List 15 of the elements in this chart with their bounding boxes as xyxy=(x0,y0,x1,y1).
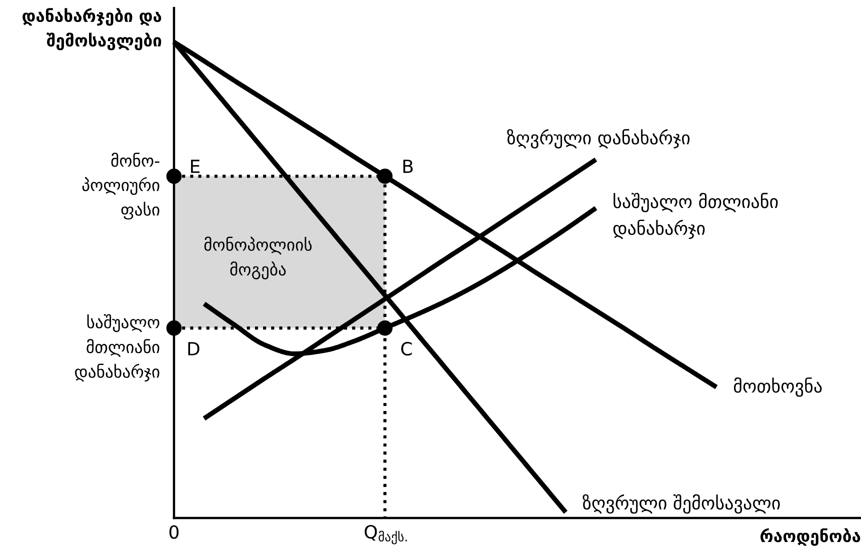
annotation: D xyxy=(188,342,200,356)
annotation: მონოპოლიის მოგება xyxy=(204,236,312,280)
series-label: საშუალო მთლიანი დანახარჯი xyxy=(613,192,778,240)
y-axis-title: დანახარჯები და შემოსავლები xyxy=(22,8,162,50)
x-axis-title: რაოდენობა xyxy=(760,528,860,546)
annotation: მონო- პოლიური ფასი xyxy=(82,152,160,220)
series-label: ზღვრული შემოსავალი xyxy=(582,494,780,514)
annotation: C xyxy=(401,342,412,356)
series-label: მოთხოვნა xyxy=(734,377,822,397)
series-label: ზღვრული დანახარჯი xyxy=(507,129,690,148)
x-tick-label: Q$_{მაქს.}$ xyxy=(364,524,407,544)
annotation: საშუალო მთლიანი დანახარჯი xyxy=(75,314,160,382)
annotation: B xyxy=(403,160,413,173)
x-tick-label: 0 xyxy=(169,525,179,539)
annotation: E xyxy=(191,160,200,173)
